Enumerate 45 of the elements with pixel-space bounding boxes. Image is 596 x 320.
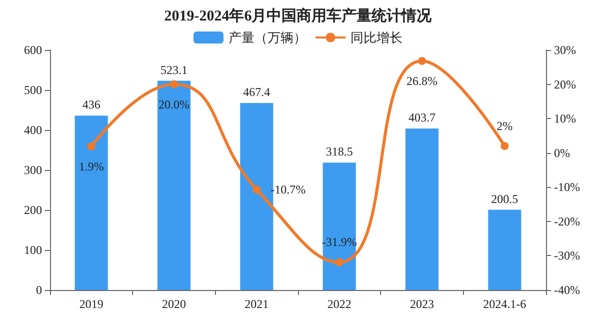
data-label: 26.8% bbox=[406, 74, 438, 88]
x-tick-label: 2021 bbox=[244, 297, 269, 311]
data-label: 1.9% bbox=[78, 159, 104, 174]
legend-label: 产量（万辆） bbox=[228, 30, 306, 45]
data-label: 403.7 bbox=[408, 110, 436, 125]
x-tick-label: 2022 bbox=[327, 297, 352, 311]
bar bbox=[405, 128, 439, 290]
y2-tick-label: -10% bbox=[554, 180, 580, 194]
legend-label: 同比增长 bbox=[350, 30, 402, 45]
data-label: 200.5 bbox=[491, 192, 518, 206]
data-label: 467.4 bbox=[243, 85, 270, 100]
x-tick-label: 2024.1-6 bbox=[483, 297, 526, 311]
x-tick-label: 2019 bbox=[79, 297, 104, 311]
y2-tick-label: -30% bbox=[554, 248, 580, 263]
y-tick-label: 400 bbox=[24, 123, 42, 137]
y-tick-label: 200 bbox=[24, 203, 42, 217]
y-tick-label: 0 bbox=[36, 283, 42, 297]
bar bbox=[157, 80, 191, 290]
point bbox=[87, 142, 96, 150]
point bbox=[335, 258, 344, 266]
data-label: 318.5 bbox=[326, 144, 353, 159]
x-tick-label: 2020 bbox=[162, 297, 186, 311]
point bbox=[252, 186, 261, 194]
y2-tick-label: 20% bbox=[554, 77, 576, 92]
y-tick-label: 100 bbox=[24, 243, 42, 257]
bar bbox=[74, 116, 108, 290]
y2-tick-label: -20% bbox=[554, 214, 580, 228]
y-tick-label: 600 bbox=[24, 43, 42, 57]
point bbox=[418, 56, 426, 65]
y-tick-label: 500 bbox=[24, 83, 42, 97]
y2-tick-label: 10% bbox=[554, 112, 576, 126]
x-tick-label: 2023 bbox=[410, 297, 434, 311]
point bbox=[500, 142, 509, 150]
bar bbox=[322, 162, 356, 290]
point bbox=[170, 80, 178, 88]
y2-tick-label: 0% bbox=[554, 146, 570, 160]
y-tick-label: 300 bbox=[24, 163, 42, 177]
data-label: 523.1 bbox=[160, 62, 188, 77]
y2-tick-label: 30% bbox=[554, 43, 576, 57]
data-label: 20.0% bbox=[158, 97, 190, 112]
data-label: 436 bbox=[82, 98, 100, 112]
bar bbox=[488, 210, 522, 290]
data-label: 2% bbox=[496, 119, 513, 133]
y2-tick-label: -40% bbox=[554, 283, 580, 297]
chart-title: 2019-2024年6月中国商用车产量统计情况 bbox=[164, 6, 433, 24]
